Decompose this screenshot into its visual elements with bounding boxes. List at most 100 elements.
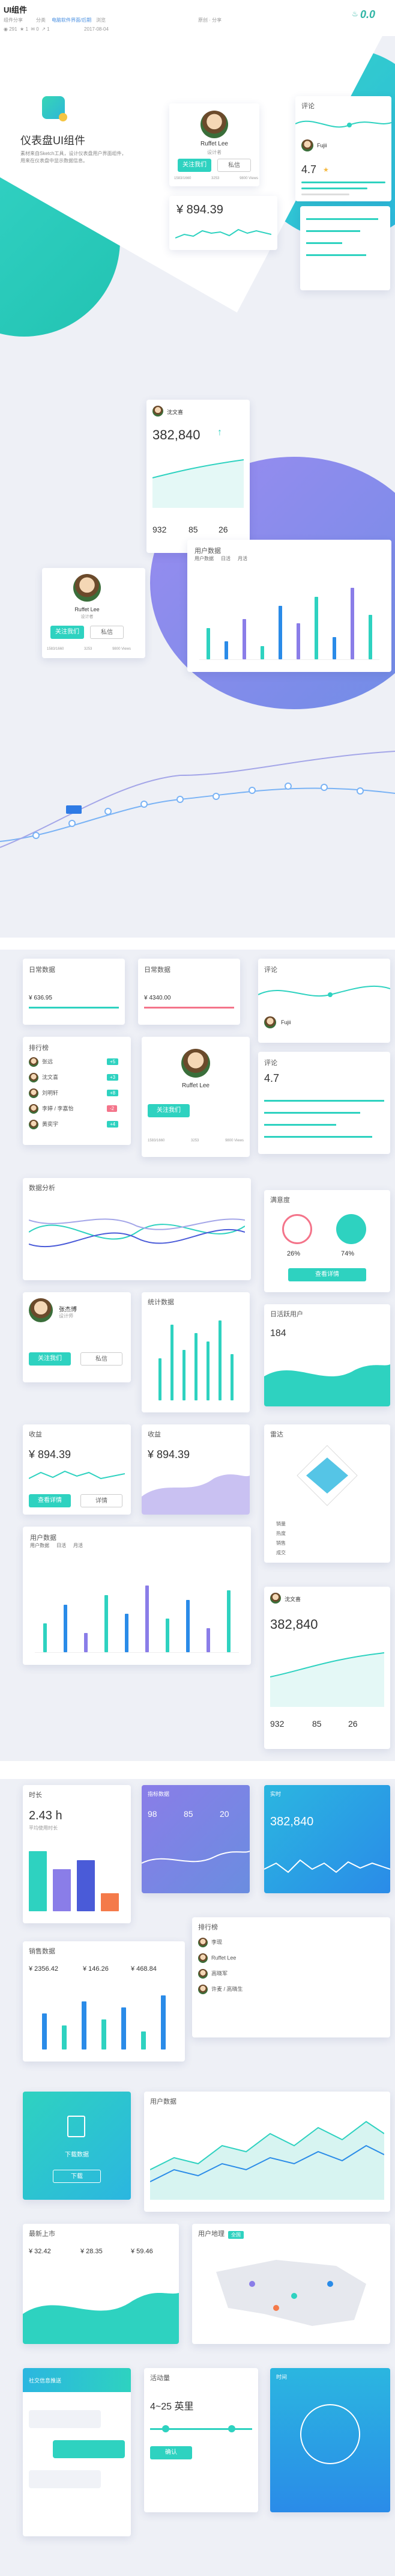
follow-button[interactable]: 关注我们 xyxy=(50,626,84,639)
card-title: 日活跃用户 xyxy=(270,1311,303,1318)
card-title: 排行榜 xyxy=(29,1045,49,1052)
message-button[interactable]: 私信 xyxy=(90,626,124,639)
daily-card: 日常数据 ¥ 636.95 xyxy=(23,959,125,1025)
list-item[interactable]: 沈文喜 xyxy=(29,1073,58,1082)
stats-row: ◉ 291 ★ 1 ✉ 0 ↗ 1 xyxy=(4,26,50,32)
header: UI组件 组件分享 分类 电脑软件界面/后期 浏览 ◉ 291 ★ 1 ✉ 0 … xyxy=(0,0,395,36)
map-chart xyxy=(216,2260,366,2326)
list-item[interactable]: 刘明轩 xyxy=(29,1088,58,1098)
hero-desc: 素材来自Sketch工具，设计仪表盘用户界面组件， xyxy=(20,151,127,156)
profile-role: 设计者 xyxy=(80,615,94,619)
star-icon[interactable]: ★ xyxy=(20,26,25,32)
download-button[interactable]: 下载 xyxy=(53,2170,101,2183)
rating-value: 4.7 xyxy=(301,163,317,175)
stat-number-1: 932 xyxy=(152,525,167,534)
tab-daily[interactable]: 日活 xyxy=(221,556,231,561)
avatar xyxy=(270,1593,281,1604)
range-value: 4~25 英里 xyxy=(150,2402,194,2412)
card-title: 日常数据 xyxy=(29,966,55,974)
rating-card: 评论 4.7 xyxy=(258,1052,390,1154)
message-button[interactable]: 私信 xyxy=(80,1352,122,1366)
bar xyxy=(186,1599,190,1652)
slider-handle[interactable] xyxy=(228,2425,235,2432)
good-percent: 74% xyxy=(341,1250,355,1257)
line-chart-card: 数据分析 xyxy=(23,1178,251,1280)
list-item[interactable]: 李婷 / 李嘉怡 xyxy=(29,1104,74,1114)
range-slider[interactable] xyxy=(150,2428,252,2430)
comment-icon[interactable]: ✉ xyxy=(31,26,35,32)
bar-chart xyxy=(199,570,379,660)
list-item[interactable]: Ruffet Lee xyxy=(198,1953,236,1963)
progress-bar xyxy=(264,1136,372,1138)
section-2: 日常数据 ¥ 636.95 日常数据 ¥ 4340.00 评论 Fujii 排行… xyxy=(0,950,395,1761)
list-item[interactable]: 张远 xyxy=(29,1057,53,1067)
arrow-up-icon: ↑ xyxy=(217,427,222,438)
message-button[interactable]: 私信 xyxy=(217,159,251,172)
chart-tabs: 用户数据 日活 月活 xyxy=(30,1542,83,1549)
chat-bubble xyxy=(29,2470,101,2488)
fund-value-1: ¥ 32.42 xyxy=(29,2248,51,2255)
progress-bar xyxy=(264,1124,336,1126)
list-item[interactable]: 李现 xyxy=(198,1938,222,1947)
stat-value: 382,840 xyxy=(152,427,201,442)
map-tag[interactable]: 全国 xyxy=(228,2231,244,2239)
download-title: 下载数据 xyxy=(65,2152,89,2158)
meta-views: 浏览 xyxy=(96,17,106,23)
progress-bar xyxy=(144,1007,234,1009)
fund-card: 最新上市 ¥ 32.42 ¥ 28.35 ¥ 59.46 xyxy=(23,2224,179,2344)
money-value: ¥ 894.39 xyxy=(148,1448,190,1460)
follow-button[interactable]: 关注我们 xyxy=(29,1352,71,1366)
tab-monthly[interactable]: 月活 xyxy=(238,556,247,561)
tab-users[interactable]: 用户数据 xyxy=(194,556,214,561)
list-item[interactable]: 高晓军 xyxy=(198,1969,228,1979)
card-title: 数据分析 xyxy=(29,1185,55,1192)
radar-label: 销量 xyxy=(276,1521,286,1527)
profile-name: Ruffet Lee xyxy=(74,606,100,612)
bar xyxy=(227,1590,231,1652)
revenue-sparkline xyxy=(175,228,271,239)
revenue-value: ¥ 894.39 xyxy=(176,203,223,216)
category-link[interactable]: 电脑软件界面/后期 xyxy=(52,17,92,23)
avatar xyxy=(301,139,313,151)
blue-card: 实时 382,840 xyxy=(264,1785,390,1893)
slider-handle[interactable] xyxy=(162,2425,169,2432)
details-button[interactable]: 查看详情 xyxy=(29,1494,71,1507)
progress-bar xyxy=(306,230,360,232)
bar-chart xyxy=(35,1557,239,1653)
bar xyxy=(218,1320,222,1400)
card-title: 统计数据 xyxy=(148,1299,174,1306)
author-link[interactable]: 组件分享 xyxy=(4,17,23,23)
follow-button[interactable]: 关注我们 xyxy=(178,159,211,172)
list-item[interactable]: 黄奕宇 xyxy=(29,1120,58,1129)
chat-bubble xyxy=(53,2440,125,2458)
metric-a: 98 xyxy=(148,1809,157,1819)
flame-icon: ♨ xyxy=(352,10,358,18)
tab-users[interactable]: 用户数据 xyxy=(30,1543,49,1548)
users-chart-card: 用户数据 用户数据 日活 月活 xyxy=(23,1527,251,1665)
follow-button[interactable]: 关注我们 xyxy=(148,1104,190,1117)
confirm-button[interactable]: 确认 xyxy=(150,2446,192,2459)
section-3: 时长 2.43 h 平均使用时长 指标数据 98 85 20 实时 382,84… xyxy=(0,1779,395,2576)
radar-card: 雷达 销量 热度 销售 成交 xyxy=(264,1424,390,1563)
stat-number-3: 26 xyxy=(348,1719,358,1729)
stat-number-1: 932 xyxy=(270,1719,285,1729)
chart-tabs: 用户数据 日活 月活 xyxy=(194,555,247,562)
rating-wave xyxy=(295,120,391,128)
tab-monthly[interactable]: 月活 xyxy=(73,1543,83,1548)
bar xyxy=(121,2007,126,2050)
time-card: 时长 2.43 h 平均使用时长 xyxy=(23,1785,131,1923)
tab-daily[interactable]: 日活 xyxy=(56,1543,66,1548)
stat-number-2: 85 xyxy=(188,525,198,534)
stat-value: 382,840 xyxy=(270,1617,318,1632)
bar xyxy=(206,1341,210,1400)
list-item[interactable]: 许麦 / 高晓生 xyxy=(198,1985,243,1994)
blue-line xyxy=(264,1859,390,1873)
stat-number-2: 85 xyxy=(312,1719,322,1729)
hero-title: 仪表盘UI组件 xyxy=(20,135,85,147)
profile-name: 张杰博 xyxy=(59,1307,77,1313)
details-button[interactable]: 查看详情 xyxy=(288,1268,366,1281)
more-button[interactable]: 详情 xyxy=(80,1494,122,1507)
card-title: 日常数据 xyxy=(144,966,170,974)
bar xyxy=(261,646,264,659)
share-icon[interactable]: ↗ xyxy=(41,26,46,32)
